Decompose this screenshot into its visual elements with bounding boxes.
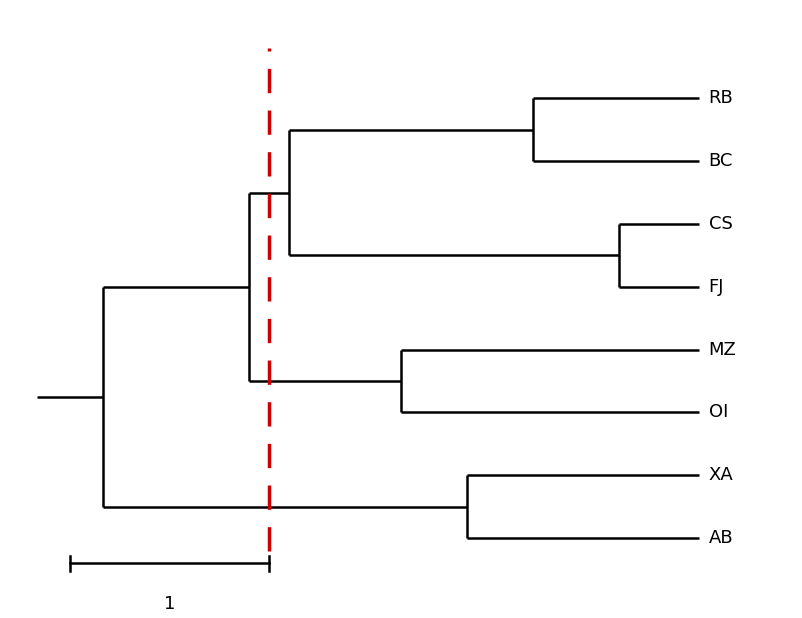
Text: FJ: FJ [708,278,724,296]
Text: RB: RB [708,90,733,108]
Text: MZ: MZ [708,341,736,358]
Text: AB: AB [708,529,733,547]
Text: BC: BC [708,152,733,170]
Text: CS: CS [708,215,732,233]
Text: XA: XA [708,466,733,485]
Text: OI: OI [708,404,728,421]
Text: 1: 1 [164,595,175,612]
